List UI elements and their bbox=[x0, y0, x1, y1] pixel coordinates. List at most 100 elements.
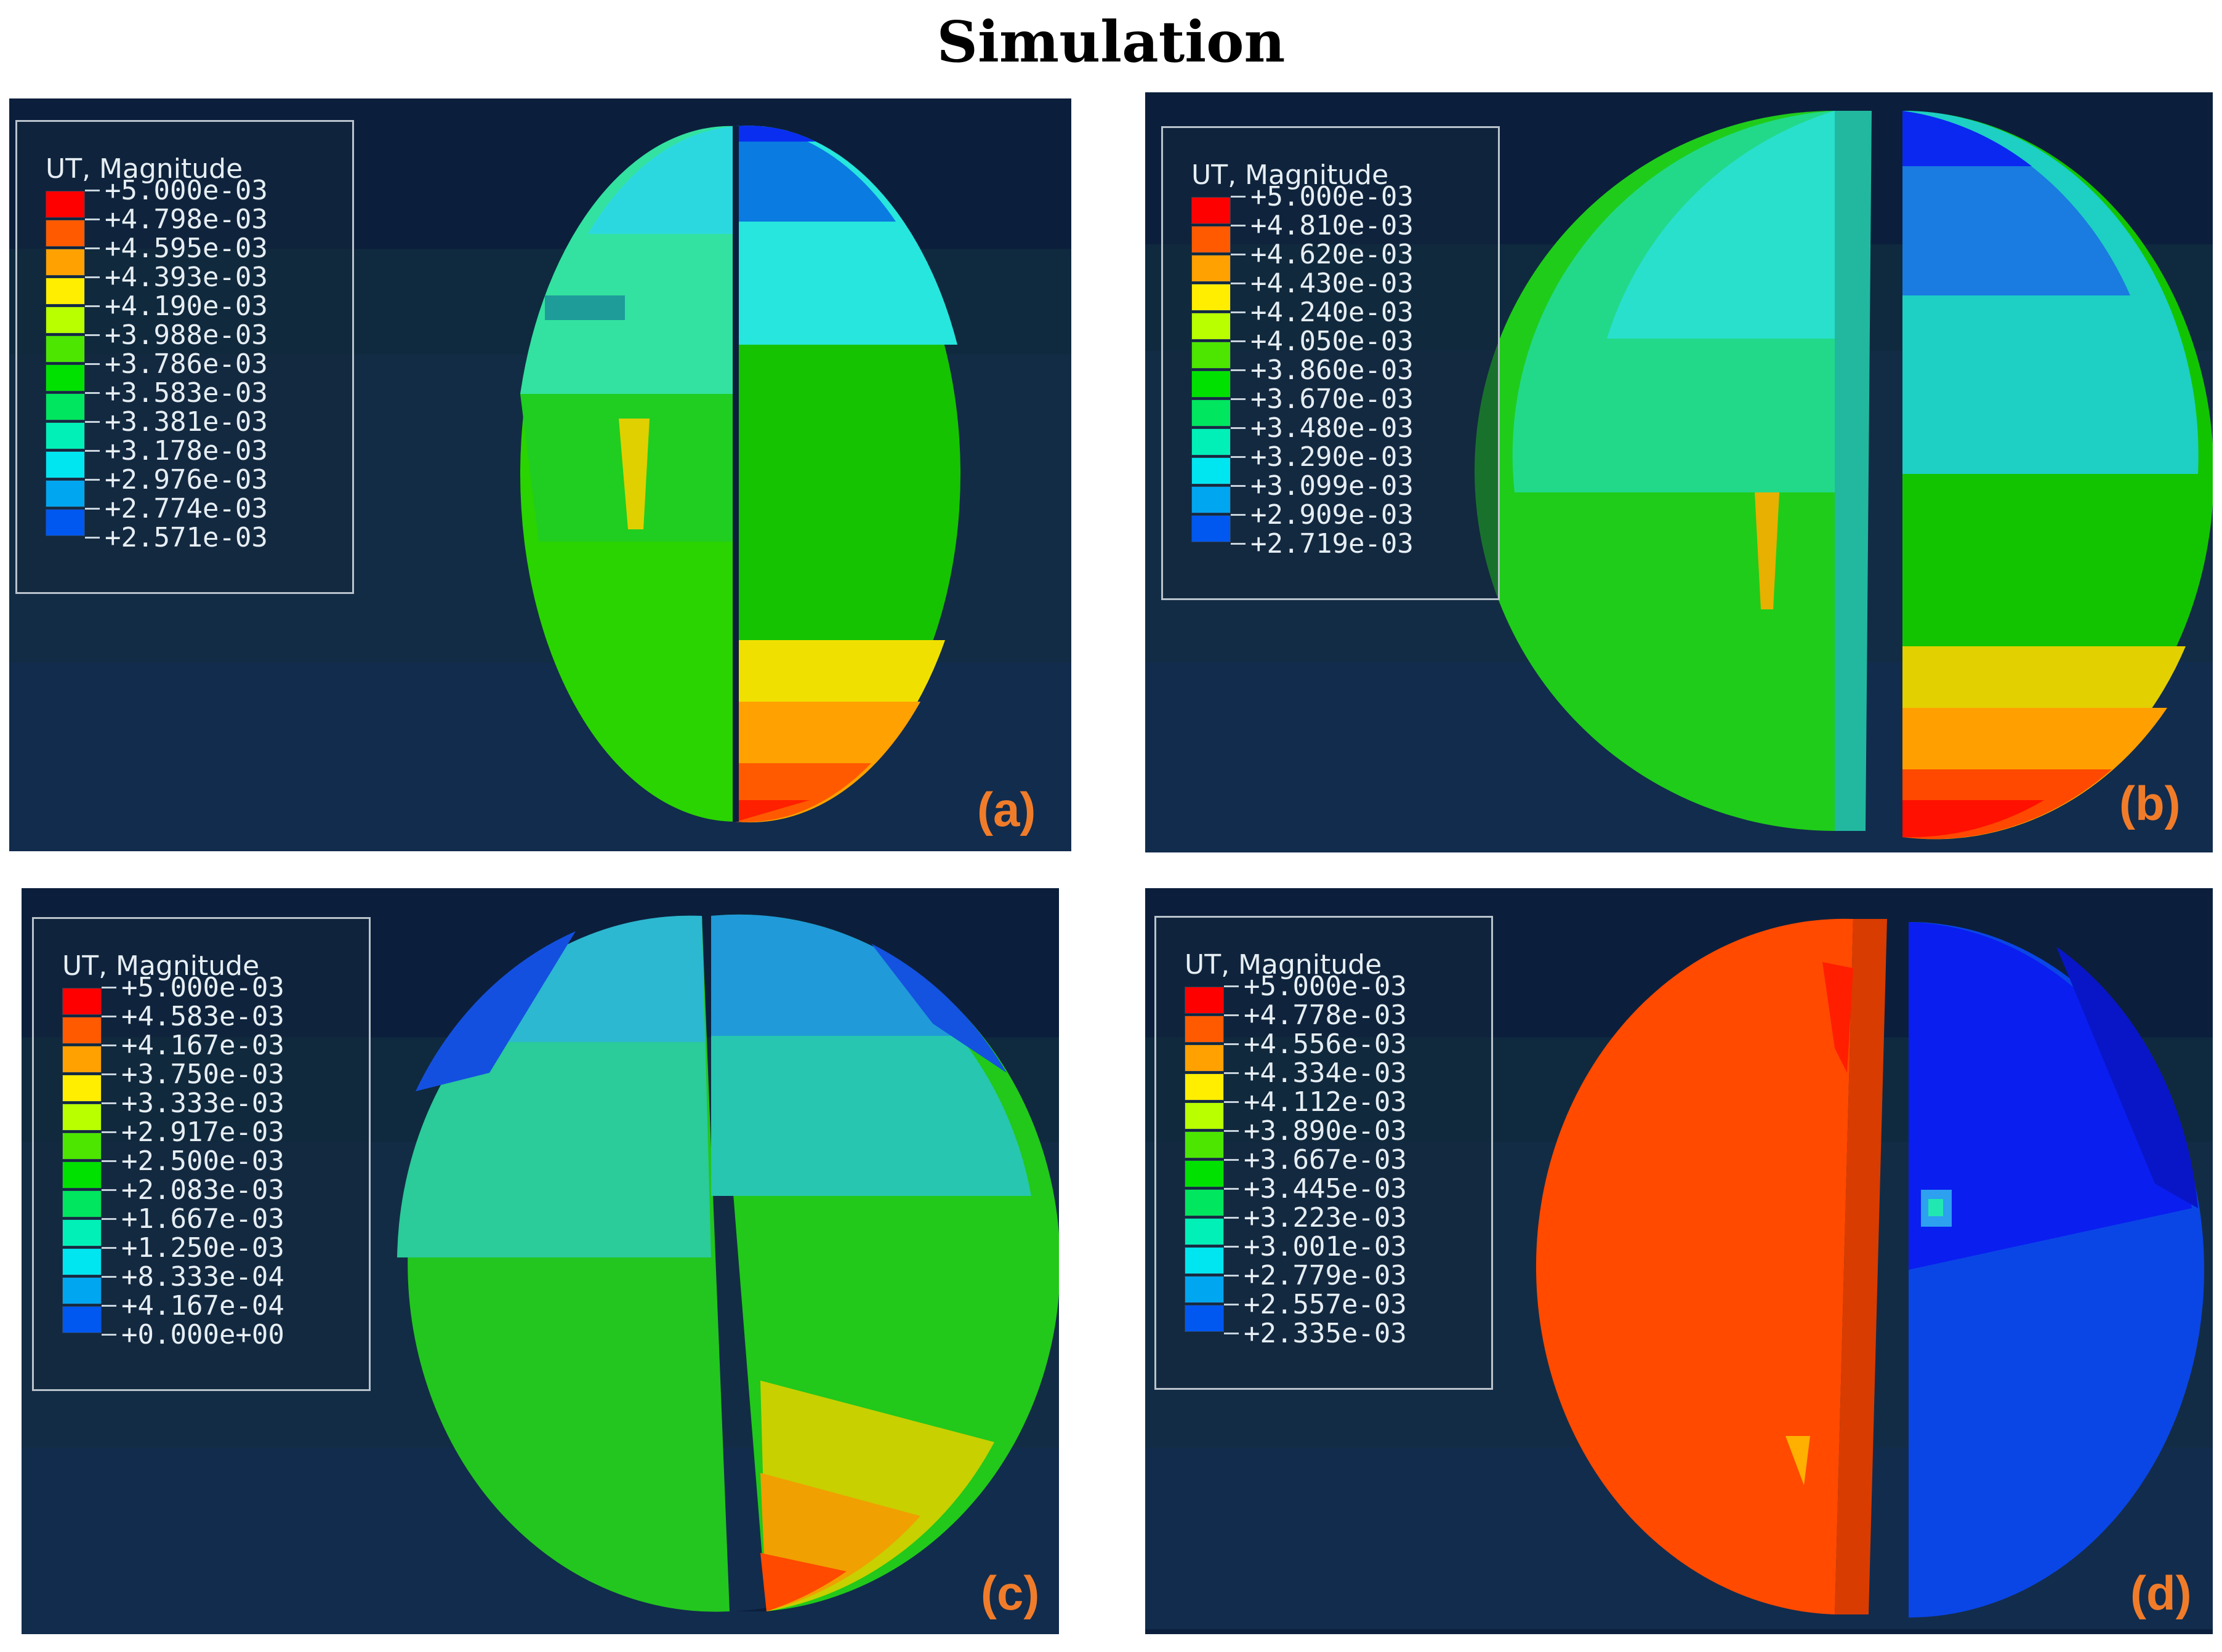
legend-swatch bbox=[1191, 255, 1231, 282]
legend-swatch bbox=[1191, 226, 1231, 253]
legend-swatch bbox=[62, 1219, 102, 1246]
panel-b: UT, Magnitude +5.000e-03 +4.810e-03 +4.620… bbox=[1145, 92, 2213, 852]
legend-tick bbox=[85, 276, 100, 278]
legend-value: +4.167e-04 bbox=[121, 1290, 284, 1321]
legend-tick bbox=[1224, 1072, 1239, 1074]
legend-tick bbox=[1231, 427, 1246, 429]
legend-swatch bbox=[1191, 371, 1231, 398]
legend-swatch bbox=[1185, 1276, 1224, 1303]
legend-tick bbox=[1231, 398, 1246, 400]
legend-value: +4.167e-03 bbox=[121, 1030, 284, 1061]
legend-swatch bbox=[1185, 1102, 1224, 1129]
legend-tick bbox=[1224, 1043, 1239, 1045]
legend-tick bbox=[102, 1189, 116, 1191]
legend-value: +2.557e-03 bbox=[1244, 1289, 1407, 1320]
disk-left-half bbox=[1475, 111, 1872, 831]
legend-value: +3.290e-03 bbox=[1250, 441, 1414, 473]
legend-swatch bbox=[62, 1075, 102, 1102]
legend-swatch bbox=[62, 988, 102, 1015]
disk-model-d bbox=[1536, 918, 2204, 1618]
legend-value: +4.430e-03 bbox=[1250, 268, 1414, 299]
legend-swatch bbox=[1185, 1305, 1224, 1332]
legend-value: +3.667e-03 bbox=[1244, 1144, 1407, 1176]
legend-tick bbox=[1231, 196, 1246, 198]
legend-tick bbox=[1224, 1130, 1239, 1132]
legend-value: +2.500e-03 bbox=[121, 1145, 284, 1177]
panel-label: (d) bbox=[2130, 1566, 2192, 1620]
legend-value: +2.774e-03 bbox=[105, 493, 268, 524]
legend-tick bbox=[1224, 1101, 1239, 1103]
legend-tick bbox=[1224, 985, 1239, 987]
legend-value: +3.583e-03 bbox=[105, 377, 268, 409]
legend-swatch bbox=[62, 1190, 102, 1217]
legend-tick bbox=[102, 1218, 116, 1220]
legend-swatch bbox=[46, 393, 85, 420]
legend-tick bbox=[1231, 543, 1246, 545]
legend-swatch bbox=[46, 249, 85, 276]
disk-model-c bbox=[397, 913, 1059, 1612]
legend-value: +3.445e-03 bbox=[1244, 1173, 1407, 1205]
panel-label: (a) bbox=[977, 782, 1036, 836]
legend-value: +4.778e-03 bbox=[1244, 1000, 1407, 1031]
legend-swatch bbox=[1191, 313, 1231, 340]
legend-swatch bbox=[46, 307, 85, 334]
legend-title: UT, Magnitude bbox=[62, 950, 260, 982]
legend-tick bbox=[85, 450, 100, 452]
legend-swatch bbox=[1191, 284, 1231, 311]
legend-tick bbox=[85, 305, 100, 307]
legend-swatch bbox=[1191, 486, 1231, 513]
legend-tick bbox=[1224, 1159, 1239, 1161]
legend-swatch bbox=[62, 1161, 102, 1189]
legend-swatch bbox=[62, 1277, 102, 1304]
legend-value: +4.620e-03 bbox=[1250, 239, 1414, 270]
legend-tick bbox=[85, 334, 100, 336]
legend-value: +5.000e-03 bbox=[1250, 181, 1414, 212]
legend-value: +5.000e-03 bbox=[121, 972, 284, 1003]
panel-label: (c) bbox=[981, 1566, 1040, 1620]
legend-swatch bbox=[1185, 1160, 1224, 1187]
legend-tick bbox=[102, 1334, 116, 1336]
legend-value: +4.112e-03 bbox=[1244, 1086, 1407, 1118]
legend-tick bbox=[102, 1276, 116, 1278]
legend-swatch bbox=[1185, 1073, 1224, 1101]
legend-value: +4.240e-03 bbox=[1250, 297, 1414, 328]
legend-tick bbox=[1224, 1275, 1239, 1277]
legend-swatch bbox=[1191, 428, 1231, 455]
legend-value: +2.909e-03 bbox=[1250, 499, 1414, 531]
legend-value: +4.595e-03 bbox=[105, 233, 268, 264]
legend-value: +3.001e-03 bbox=[1244, 1231, 1407, 1262]
legend-tick bbox=[85, 247, 100, 249]
legend-title: UT, Magnitude bbox=[1191, 159, 1389, 191]
legend: UT, Magnitude +5.000e-03 +4.583e-03 +4.167… bbox=[32, 917, 371, 1391]
legend-swatch bbox=[62, 1017, 102, 1044]
disk-model-a bbox=[520, 126, 960, 823]
legend-tick bbox=[85, 190, 100, 191]
legend-tick bbox=[85, 479, 100, 481]
legend-tick bbox=[102, 1305, 116, 1307]
legend-swatch bbox=[46, 509, 85, 536]
legend-value: +2.719e-03 bbox=[1250, 528, 1414, 559]
panel-label: (b) bbox=[2119, 776, 2181, 830]
legend-tick bbox=[1231, 485, 1246, 487]
legend-tick bbox=[102, 1016, 116, 1017]
legend-swatch bbox=[1185, 1247, 1224, 1274]
legend: UT, Magnitude +5.000e-03 +4.778e-03 +4.556… bbox=[1154, 916, 1493, 1390]
legend-swatch bbox=[46, 220, 85, 247]
legend-tick bbox=[85, 219, 100, 220]
legend-value: +5.000e-03 bbox=[105, 175, 268, 206]
legend-swatch bbox=[1185, 1131, 1224, 1158]
legend-value: +3.480e-03 bbox=[1250, 412, 1414, 444]
panel-a: UT, Magnitude +5.000e-03 +4.798e-03 +4.595… bbox=[9, 98, 1071, 851]
legend-swatch bbox=[46, 422, 85, 449]
legend-value: +4.190e-03 bbox=[105, 291, 268, 322]
legend-value: +3.750e-03 bbox=[121, 1059, 284, 1090]
legend-tick bbox=[102, 1247, 116, 1249]
legend-swatch bbox=[1191, 399, 1231, 427]
legend-value: +2.571e-03 bbox=[105, 522, 268, 553]
legend-value: +5.000e-03 bbox=[1244, 971, 1407, 1002]
disk-right-half bbox=[1902, 110, 2213, 840]
legend-tick bbox=[1231, 340, 1246, 342]
legend-tick bbox=[1224, 1188, 1239, 1190]
legend-swatch bbox=[1191, 515, 1231, 542]
disk-model-b bbox=[1475, 110, 2213, 840]
